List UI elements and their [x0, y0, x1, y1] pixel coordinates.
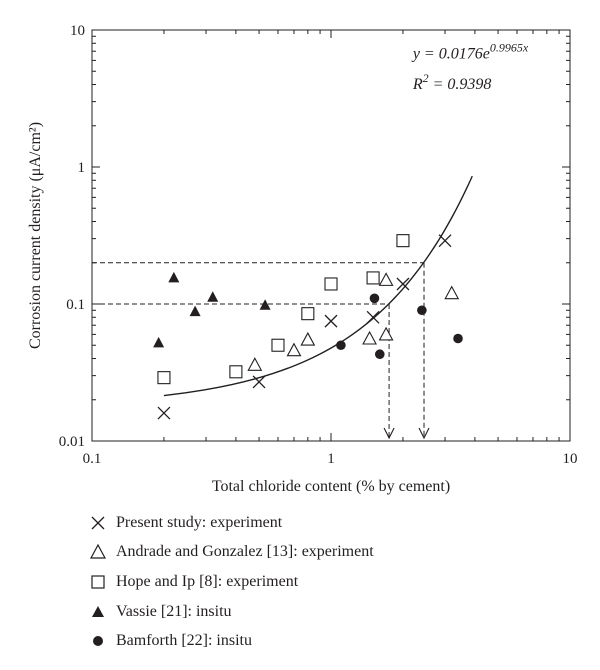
present-study-point [366, 310, 380, 324]
legend: Present study: experiment Andrade and Go… [88, 508, 568, 656]
bamforth-point [369, 293, 380, 304]
hope-ip-point [324, 277, 338, 291]
hope-ip-point [271, 338, 285, 352]
legend-item-present-study: Present study: experiment [88, 508, 568, 538]
plot-area [91, 29, 571, 442]
hope-ip-point [396, 234, 410, 248]
r-squared-superscript: 2 [423, 71, 429, 85]
data-points [153, 234, 463, 420]
present-study-point [324, 314, 338, 328]
andrade-gonzalez-point [300, 331, 316, 346]
x-tick-label: 10 [563, 451, 578, 467]
vassie-point [259, 299, 271, 310]
open-square-icon [91, 575, 105, 589]
y-tick-label: 0.1 [66, 297, 85, 313]
present-study-point [252, 375, 266, 389]
legend-label: Present study: experiment [116, 513, 283, 531]
hope-ip-point [301, 307, 315, 321]
x-tick-label: 0.1 [83, 451, 102, 467]
down-arrow-icon [383, 427, 395, 440]
andrade-gonzalez-point [247, 357, 263, 371]
y-axis-title: Corrosion current density (μA/cm²) [27, 122, 44, 349]
bamforth-point [453, 333, 463, 344]
y-tick-label: 1 [78, 160, 86, 176]
vassie-point [153, 336, 165, 348]
filled-triangle-icon [92, 605, 104, 617]
andrade-gonzalez-point [362, 330, 377, 345]
legend-label: Vassie [21]: insitu [116, 602, 232, 620]
open-triangle-icon [89, 544, 107, 559]
andrade-gonzalez-point [378, 326, 394, 341]
legend-label: Andrade and Gonzalez [13]: experiment [116, 543, 374, 561]
reference-lines [92, 262, 430, 440]
fit-equation-base: y = 0.0176e [411, 45, 490, 62]
r-squared-symbol: R [412, 76, 423, 93]
legend-item-andrade-gonzalez: Andrade and Gonzalez [13]: experiment [88, 538, 568, 568]
r-squared-line: R2 = 0.9398 [412, 71, 492, 93]
andrade-gonzalez-point [444, 285, 460, 300]
vassie-point [168, 271, 180, 283]
r-squared-value: = 0.9398 [429, 76, 492, 93]
fit-equation-line: y = 0.0176e0.9965x [411, 40, 529, 62]
x-marker-icon [91, 516, 105, 530]
present-study-point [438, 234, 452, 248]
down-arrow-icon [418, 427, 430, 440]
legend-item-vassie: Vassie [21]: insitu [88, 597, 568, 627]
y-tick-label: 10 [70, 23, 85, 39]
vassie-point [207, 291, 219, 302]
x-axis: 0.1 1 10 [83, 30, 578, 467]
legend-label: Bamforth [22]: insitu [116, 632, 252, 650]
present-study-point [157, 406, 171, 420]
fit-equation-exponent: 0.9965x [490, 40, 529, 54]
fit-curve [163, 175, 473, 397]
vassie-point [189, 305, 201, 317]
hope-ip-point [157, 371, 171, 385]
bamforth-point [336, 340, 346, 351]
fit-equation: y = 0.0176e0.9965x R2 = 0.9398 [411, 40, 529, 93]
legend-item-hope-ip: Hope and Ip [8]: experiment [88, 567, 568, 597]
andrade-gonzalez-point [286, 342, 302, 357]
x-axis-title: Total chloride content (% by cement) [212, 478, 450, 495]
bamforth-point [374, 349, 385, 360]
bamforth-point [417, 305, 427, 316]
hope-ip-point [229, 365, 243, 379]
present-study-point [396, 277, 410, 291]
y-axis: 0.01 0.1 1 10 [59, 23, 570, 450]
filled-circle-icon [93, 636, 103, 647]
andrade-gonzalez-point [378, 272, 394, 286]
hope-ip-point [366, 271, 380, 285]
legend-label: Hope and Ip [8]: experiment [116, 572, 299, 590]
y-tick-label: 0.01 [59, 434, 85, 450]
legend-item-bamforth: Bamforth [22]: insitu [88, 626, 568, 656]
x-tick-label: 1 [327, 451, 335, 467]
